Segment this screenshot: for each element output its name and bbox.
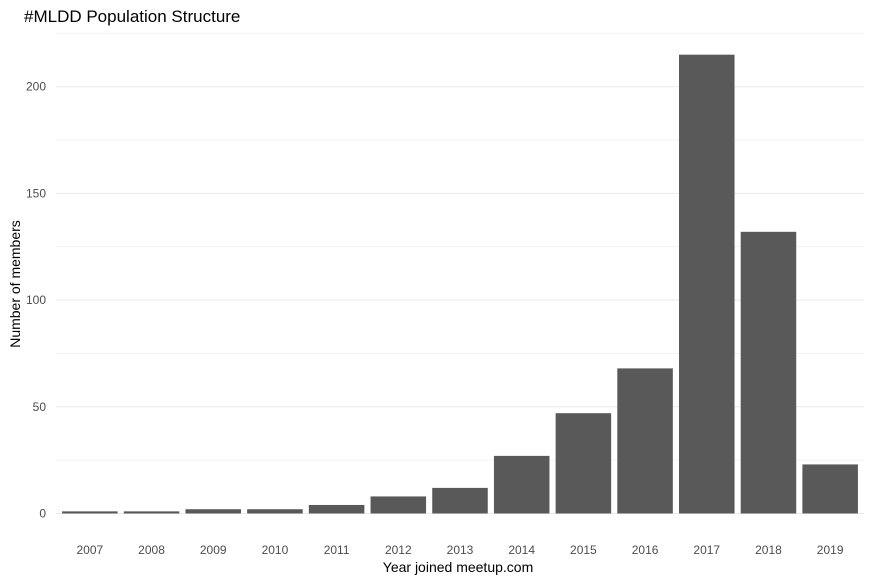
bar-2018: [740, 231, 797, 514]
y-tick-label: 50: [33, 400, 47, 414]
x-tick-label: 2015: [570, 543, 597, 557]
x-tick-label: 2010: [262, 543, 289, 557]
bar-2011: [308, 504, 365, 514]
bar-2015: [555, 413, 612, 514]
x-tick-label: 2008: [138, 543, 165, 557]
chart-title: #MLDD Population Structure: [24, 7, 240, 26]
bars: [62, 54, 858, 514]
bar-2016: [617, 368, 673, 514]
y-tick-label: 100: [26, 293, 46, 307]
y-tick-label: 150: [26, 186, 46, 200]
x-tick-label: 2012: [385, 543, 412, 557]
x-tick-label: 2019: [817, 543, 844, 557]
bar-2014: [493, 455, 550, 514]
y-tick-label: 0: [39, 507, 46, 521]
x-axis-title: Year joined meetup.com: [383, 559, 533, 575]
bar-2013: [432, 487, 488, 514]
x-tick-label: 2011: [324, 543, 350, 557]
x-tick-label: 2007: [76, 543, 103, 557]
gridlines: [56, 32, 864, 514]
x-tick-label: 2014: [508, 543, 535, 557]
x-tick-label: 2013: [447, 543, 474, 557]
x-tick-label: 2016: [632, 543, 659, 557]
bar-2010: [247, 509, 303, 514]
bar-2009: [185, 509, 241, 514]
bar-2017: [679, 54, 735, 514]
y-axis-ticks: 0 50 100 150 200: [26, 80, 46, 521]
x-tick-label: 2018: [755, 543, 782, 557]
x-tick-label: 2009: [200, 543, 227, 557]
bar-2007: [62, 511, 118, 514]
bar-2008: [123, 511, 180, 514]
x-axis-ticks: 2007 2008 2009 2010 2011 2012 2013 2014 2015 2016…: [76, 543, 843, 557]
bar-2019: [802, 464, 858, 514]
y-tick-label: 200: [26, 80, 46, 94]
x-tick-label: 2017: [693, 543, 720, 557]
bar-2012: [370, 496, 427, 514]
y-axis-title: Number of members: [7, 220, 23, 348]
